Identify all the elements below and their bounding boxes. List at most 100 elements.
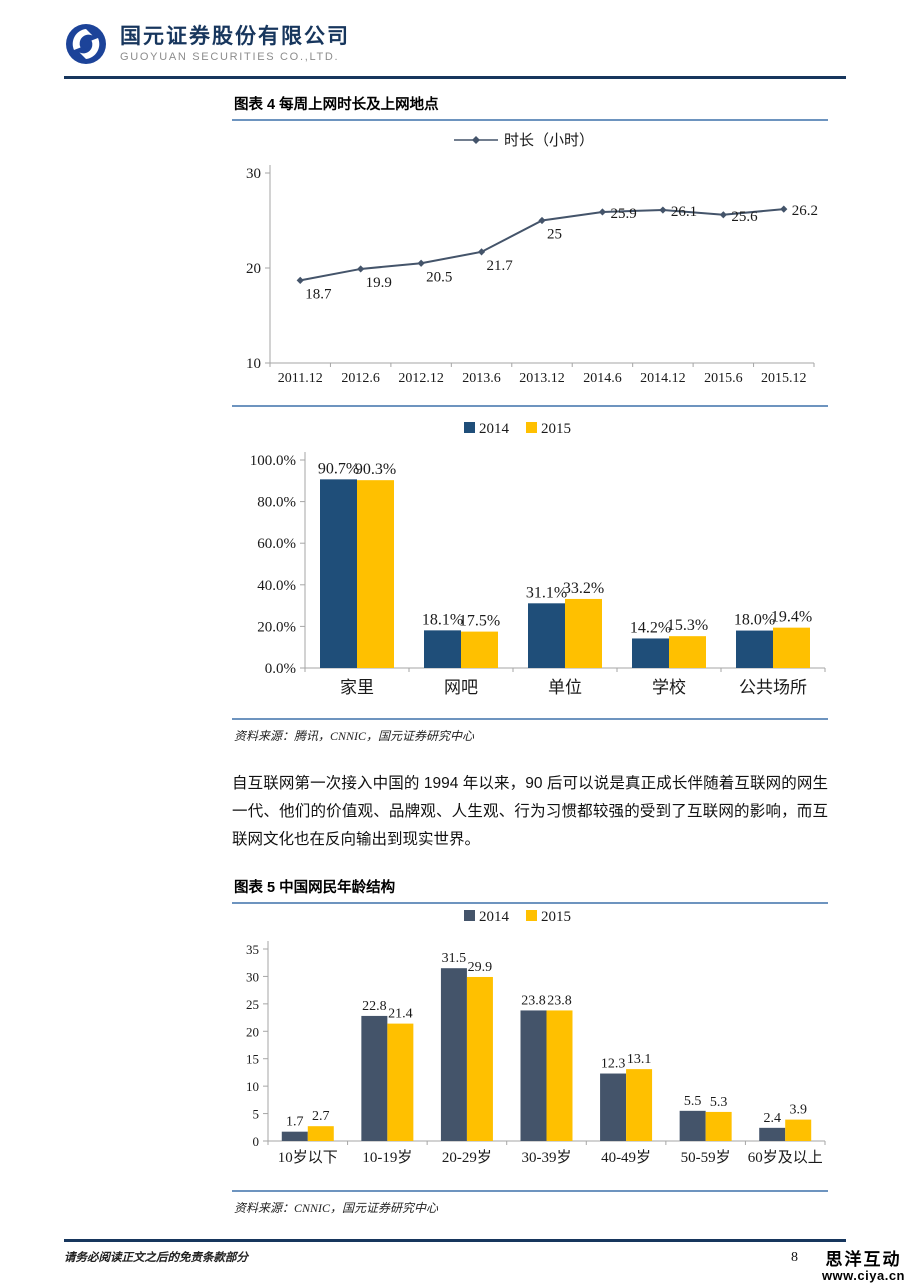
bar-2014	[281, 1131, 308, 1141]
y-tick-label: 20	[246, 1024, 259, 1039]
data-label: 25.9	[610, 206, 636, 222]
y-tick-label: 0.0%	[265, 661, 296, 677]
legend-swatch	[526, 422, 537, 433]
figure-5: 图表 5 中国网民年龄结构 2014 2015 0 5 10 15 20 25 30 35 1.7 2…	[232, 876, 828, 1216]
bar-2015	[773, 627, 810, 668]
x-tick-label: 2014.12	[640, 371, 686, 386]
data-point	[719, 211, 727, 219]
bar-2014	[736, 630, 773, 668]
x-tick-label: 2011.12	[278, 371, 323, 386]
y-tick-label: 10	[246, 1079, 259, 1094]
y-tick-label: 35	[246, 942, 259, 957]
category-label: 40-49岁	[601, 1149, 651, 1166]
category-label: 20-29岁	[442, 1149, 492, 1166]
body-paragraph: 自互联网第一次接入中国的 1994 年以来，90 后可以说是真正成长伴随着互联网…	[232, 775, 828, 848]
bar-value-label: 15.3%	[667, 617, 708, 634]
y-tick-label: 15	[246, 1051, 259, 1066]
category-label: 家里	[340, 678, 374, 697]
bar-value-label: 14.2%	[630, 619, 671, 636]
data-label: 19.9	[366, 275, 392, 291]
category-label: 10岁以下	[278, 1149, 338, 1166]
bar-value-label: 2.7	[312, 1109, 330, 1124]
y-tick-label: 30	[246, 166, 261, 182]
data-point	[357, 265, 365, 273]
bar-value-label: 19.4%	[771, 609, 812, 626]
x-tick-label: 2012.12	[398, 371, 444, 386]
x-tick-label: 2013.12	[519, 371, 565, 386]
online-location-bar-chart: 2014 2015 0.0% 20.0% 40.0% 60.0% 80.0% 100.0% 90…	[232, 410, 828, 715]
figure-5-title: 图表 5 中国网民年龄结构	[232, 876, 828, 904]
weekly-hours-line-svg: 时长（小时） 10 20 30 18.7 2011.12 19.9 2012.6 20.5 201…	[246, 132, 818, 386]
bar-value-label: 22.8	[362, 999, 387, 1014]
figure-4: 图表 4 每周上网时长及上网地点 时长（小时） 10 20 30 18.7 2011.12…	[232, 93, 828, 744]
bar-2015	[669, 636, 706, 668]
bar-value-label: 29.9	[468, 960, 493, 975]
bar-value-label: 5.3	[710, 1095, 728, 1110]
company-name-cn: 国元证券股份有限公司	[120, 24, 350, 48]
x-tick-label: 2012.6	[341, 371, 380, 386]
y-tick-label: 10	[246, 356, 261, 372]
page-header: 国元证券股份有限公司 GUOYUAN SECURITIES CO.,LTD.	[0, 0, 910, 79]
y-tick-label: 60.0%	[257, 536, 296, 552]
y-tick-label: 5	[253, 1106, 260, 1121]
bar-2015	[785, 1119, 812, 1141]
y-tick-label: 80.0%	[257, 495, 296, 511]
watermark: 思洋互动 www.ciya.cn	[822, 1250, 905, 1284]
y-tick-label: 20	[246, 261, 261, 277]
bar-value-label: 5.5	[684, 1094, 702, 1109]
data-point	[780, 205, 788, 213]
bar-2015	[461, 631, 498, 668]
category-label: 网吧	[444, 678, 478, 697]
bar-value-label: 90.3%	[355, 461, 396, 478]
category-label: 公共场所	[739, 678, 807, 697]
bar-value-label: 3.9	[789, 1102, 807, 1117]
category-label: 30-39岁	[522, 1149, 572, 1166]
y-tick-label: 40.0%	[257, 578, 296, 594]
bar-value-label: 1.7	[286, 1114, 304, 1129]
y-tick-label: 30	[246, 969, 259, 984]
legend-swatch	[526, 909, 537, 921]
footer-rule	[64, 1239, 846, 1242]
figure-5-body: 2014 2015 0 5 10 15 20 25 30 35 1.7 2.7 10岁以下 22.8 21.…	[232, 904, 828, 1192]
y-tick-label: 25	[246, 997, 259, 1012]
bar-value-label: 31.1%	[526, 584, 567, 601]
bar-2014	[600, 1073, 627, 1141]
bar-2015	[565, 598, 602, 668]
x-tick-label: 2015.12	[761, 371, 807, 386]
category-label: 60岁及以上	[748, 1149, 823, 1166]
data-point	[598, 208, 607, 216]
company-name-block: 国元证券股份有限公司 GUOYUAN SECURITIES CO.,LTD.	[120, 25, 350, 63]
disclaimer-text: 请务必阅读正文之后的免责条款部分	[64, 1252, 248, 1264]
y-tick-label: 0	[253, 1134, 260, 1149]
figure-5-source: 资料来源：CNNIC，国元证券研究中心	[234, 1200, 439, 1215]
header-rule	[64, 76, 846, 79]
bar-value-label: 33.2%	[563, 580, 604, 597]
legend-swatch	[464, 909, 475, 921]
bar-2014	[632, 638, 669, 668]
bar-value-label: 23.8	[547, 993, 572, 1008]
bar-value-label: 2.4	[763, 1111, 781, 1126]
bar-value-label: 21.4	[388, 1006, 413, 1021]
bar-value-label: 18.1%	[422, 611, 463, 628]
figure-4-body: 时长（小时） 10 20 30 18.7 2011.12 19.9 2012.6 20.5 201…	[232, 121, 828, 720]
data-label: 21.7	[487, 258, 514, 274]
netizen-age-structure-bar-chart: 2014 2015 0 5 10 15 20 25 30 35 1.7 2.7 10岁以下 22.8 21.…	[232, 906, 828, 1187]
data-label: 26.1	[671, 204, 697, 220]
bar-2015	[387, 1023, 414, 1141]
data-point	[477, 248, 486, 256]
category-label: 学校	[652, 678, 686, 697]
data-point	[538, 216, 546, 225]
legend-label: 2015	[541, 421, 571, 437]
bar-2014	[528, 603, 565, 668]
data-label: 25.6	[731, 209, 758, 225]
bar-2014	[759, 1127, 786, 1141]
report-body: 图表 4 每周上网时长及上网地点 时长（小时） 10 20 30 18.7 2011.12…	[232, 93, 828, 1216]
watermark-url: www.ciya.cn	[821, 1268, 905, 1284]
bar-2015	[466, 976, 493, 1141]
bar-value-label: 18.0%	[734, 612, 775, 629]
bar-value-label: 23.8	[521, 993, 546, 1008]
bar-2014	[679, 1110, 706, 1141]
internet-location-bars-svg: 2014 2015 0.0% 20.0% 40.0% 60.0% 80.0% 100.0% 90…	[250, 421, 826, 697]
data-point	[659, 206, 667, 214]
company-branding: 国元证券股份有限公司 GUOYUAN SECURITIES CO.,LTD.	[0, 0, 910, 66]
